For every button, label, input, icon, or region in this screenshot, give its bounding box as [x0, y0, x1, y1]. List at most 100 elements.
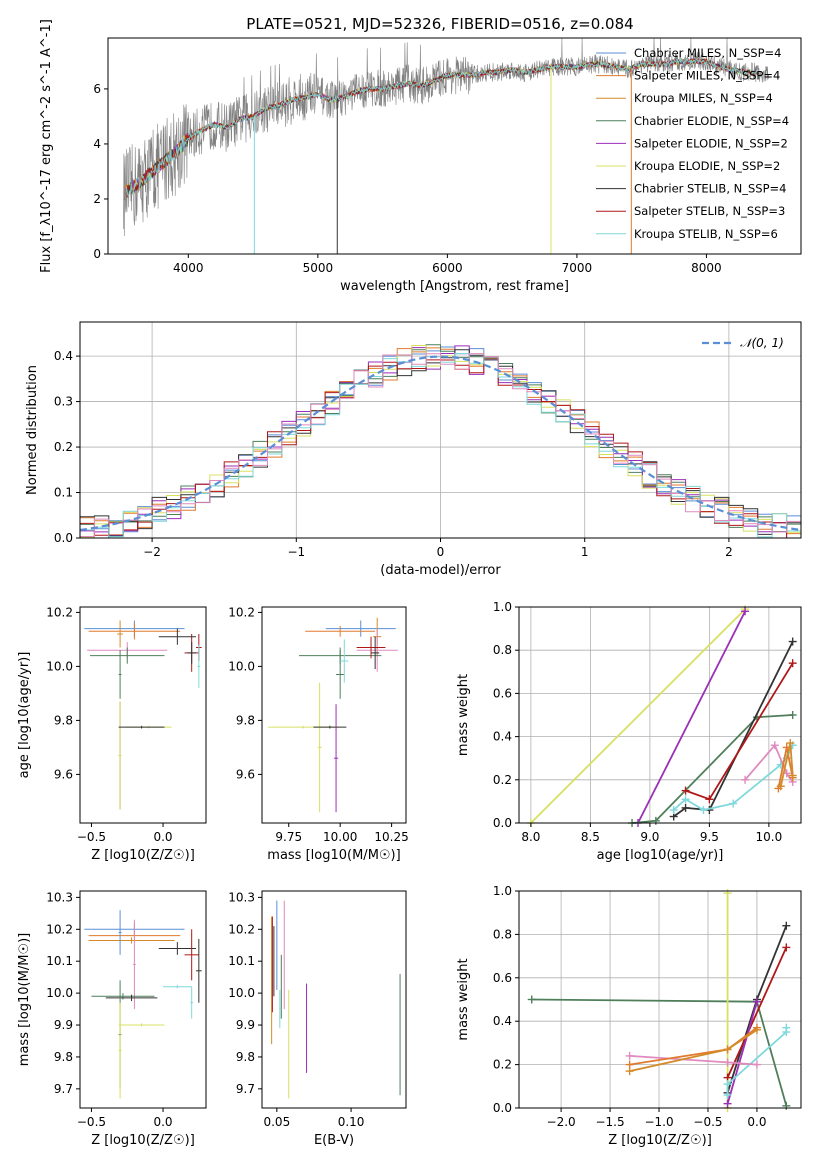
y-tick-label: 0.8	[493, 643, 512, 657]
error-bar-point	[105, 994, 158, 1002]
y-tick-label: 0.1	[54, 486, 73, 500]
y-tick-label: 9.7	[54, 1082, 73, 1096]
plus-marker	[788, 771, 797, 780]
mass-weight-vs-metallicity-panel: −2.0 −1.5 −1.0 −0.5 0.0 0.0 0.2 0.4 0.6 0.8 1.0 Z […	[456, 884, 802, 1148]
mass-weight-vs-age-panel: 8.0 8.5 9.0 9.5 10.0 0.0 0.2 0.4 0.6 0.8 1.0 age [l…	[456, 600, 802, 863]
axes-frame	[518, 606, 802, 824]
plus-marker	[741, 775, 750, 784]
x-tick-label: 10.00	[323, 830, 357, 844]
mass-weight-line	[726, 947, 788, 1078]
plus-marker	[788, 659, 797, 668]
plus-marker	[729, 799, 738, 808]
plus-marker	[788, 637, 797, 646]
y-tick-label: 0.4	[493, 1014, 512, 1028]
plot-area	[123, 38, 769, 254]
y-tick-label: 2	[93, 192, 101, 206]
error-bar-point	[118, 1002, 122, 1099]
x-tick-label: 9.5	[700, 830, 719, 844]
x-tick-label: 8.5	[581, 830, 600, 844]
y-tick-label: 10.2	[46, 605, 73, 619]
x-tick-label: 8000	[691, 261, 722, 275]
plot-area	[271, 900, 401, 1099]
residual-histogram	[80, 353, 801, 538]
y-tick-label: 10.2	[228, 605, 255, 619]
plus-marker	[527, 995, 536, 1004]
plus-marker	[723, 1080, 732, 1089]
y-tick-label: 10.3	[46, 890, 73, 904]
legend-entry: Kroupa STELIB, N_SSP=6	[634, 227, 778, 241]
y-tick-label: 6	[93, 82, 101, 96]
spectrum-title: PLATE=0521, MJD=52326, FIBERID=0516, z=0…	[246, 15, 633, 33]
y-tick-label: 0	[93, 247, 101, 261]
axes: 9.75 10.00 10.25 9.6 9.8 10.0 10.2 mass [log10(…	[228, 605, 408, 863]
error-bar-point	[163, 985, 192, 989]
error-bar-point	[313, 725, 347, 729]
plus-marker	[752, 997, 761, 1006]
plus-marker	[770, 741, 779, 750]
error-bar-point	[336, 650, 345, 699]
x-tick-label: −1.5	[595, 1115, 624, 1129]
plus-marker	[651, 816, 660, 825]
model-spectrum	[125, 58, 759, 199]
x-axis-label: Z [log10(Z/Z☉)]	[91, 1133, 195, 1148]
plus-marker	[681, 786, 690, 795]
legend: Chabrier MILES, N_SSP=4 Salpeter MILES, N…	[596, 46, 789, 241]
mass-weight-line	[673, 641, 794, 818]
y-tick-label: 9.6	[236, 767, 255, 781]
mass-weight-line	[631, 714, 793, 824]
error-bar-point	[88, 623, 181, 640]
plot-area	[527, 889, 791, 1112]
x-tick-label: 10.0	[756, 830, 783, 844]
plus-marker	[776, 782, 785, 791]
x-tick-label: −0.5	[693, 1115, 722, 1129]
y-tick-label: 0.6	[493, 971, 512, 985]
plus-marker	[782, 943, 791, 952]
x-tick-label: 4000	[173, 261, 204, 275]
legend-entry: Salpeter ELODIE, N_SSP=2	[634, 136, 788, 150]
plus-marker	[699, 806, 708, 815]
y-axis-label: mass weight	[456, 674, 471, 756]
error-bar-point	[356, 628, 398, 672]
error-bar-point	[334, 704, 339, 813]
plus-marker	[723, 1045, 732, 1054]
y-tick-label: 9.9	[54, 1018, 73, 1032]
y-tick-label: 10.0	[228, 986, 255, 1000]
x-tick-label: 0	[437, 545, 445, 559]
y-tick-label: 10.1	[228, 954, 255, 968]
error-bar-point	[118, 725, 165, 729]
x-tick-label: 0.0	[153, 1115, 172, 1129]
y-tick-label: 10.2	[46, 922, 73, 936]
x-tick-label: 1	[581, 545, 589, 559]
axes-frame	[79, 606, 207, 824]
y-tick-label: 10.0	[46, 986, 73, 1000]
error-bar-point	[132, 919, 136, 1010]
legend-entry: 𝒩(0, 1)	[740, 336, 784, 350]
x-tick-label: 0.0	[153, 830, 172, 844]
axes: −0.5 0.0 9.7 9.8 9.9 10.0 10.1 10.2 10.3 Z [log10…	[17, 890, 207, 1148]
plus-marker	[788, 711, 797, 719]
x-tick-label: 0.0	[747, 1115, 766, 1129]
residual-panel: −2 −1 0 1 2 0.0 0.1 0.2 0.3 0.4 (data-model)/error…	[25, 321, 802, 578]
plus-marker	[625, 1067, 634, 1076]
plus-marker	[669, 806, 678, 815]
error-bar-point	[356, 636, 386, 659]
plot-area	[84, 910, 202, 1099]
x-tick-label: −0.5	[77, 830, 106, 844]
error-bar-point	[317, 682, 322, 813]
normal-curve	[80, 355, 801, 532]
mass-weight-line	[530, 608, 746, 824]
legend-entry: Chabrier MILES, N_SSP=4	[634, 46, 781, 60]
error-bar-point	[371, 636, 380, 670]
x-tick-label: 5000	[303, 261, 334, 275]
spectrum-panel: 4000 5000 6000 7000 8000 0 2 4 6 wavelength [Angs…	[39, 19, 802, 294]
error-bar-point	[325, 620, 396, 637]
y-tick-label: 10.0	[46, 659, 73, 673]
plus-marker	[705, 795, 714, 804]
y-tick-label: 0.0	[493, 816, 512, 830]
age-vs-mass-panel: 9.75 10.00 10.25 9.6 9.8 10.0 10.2 mass [log10(…	[228, 605, 408, 863]
error-bar-point	[158, 942, 196, 955]
age-vs-metallicity-panel: −0.5 0.0 9.6 9.8 10.0 10.2 Z [log10(Z/Z☉)] age …	[17, 605, 207, 863]
error-bar-point	[118, 701, 122, 810]
mass-weight-line	[726, 1001, 758, 1104]
plus-marker	[681, 803, 690, 812]
